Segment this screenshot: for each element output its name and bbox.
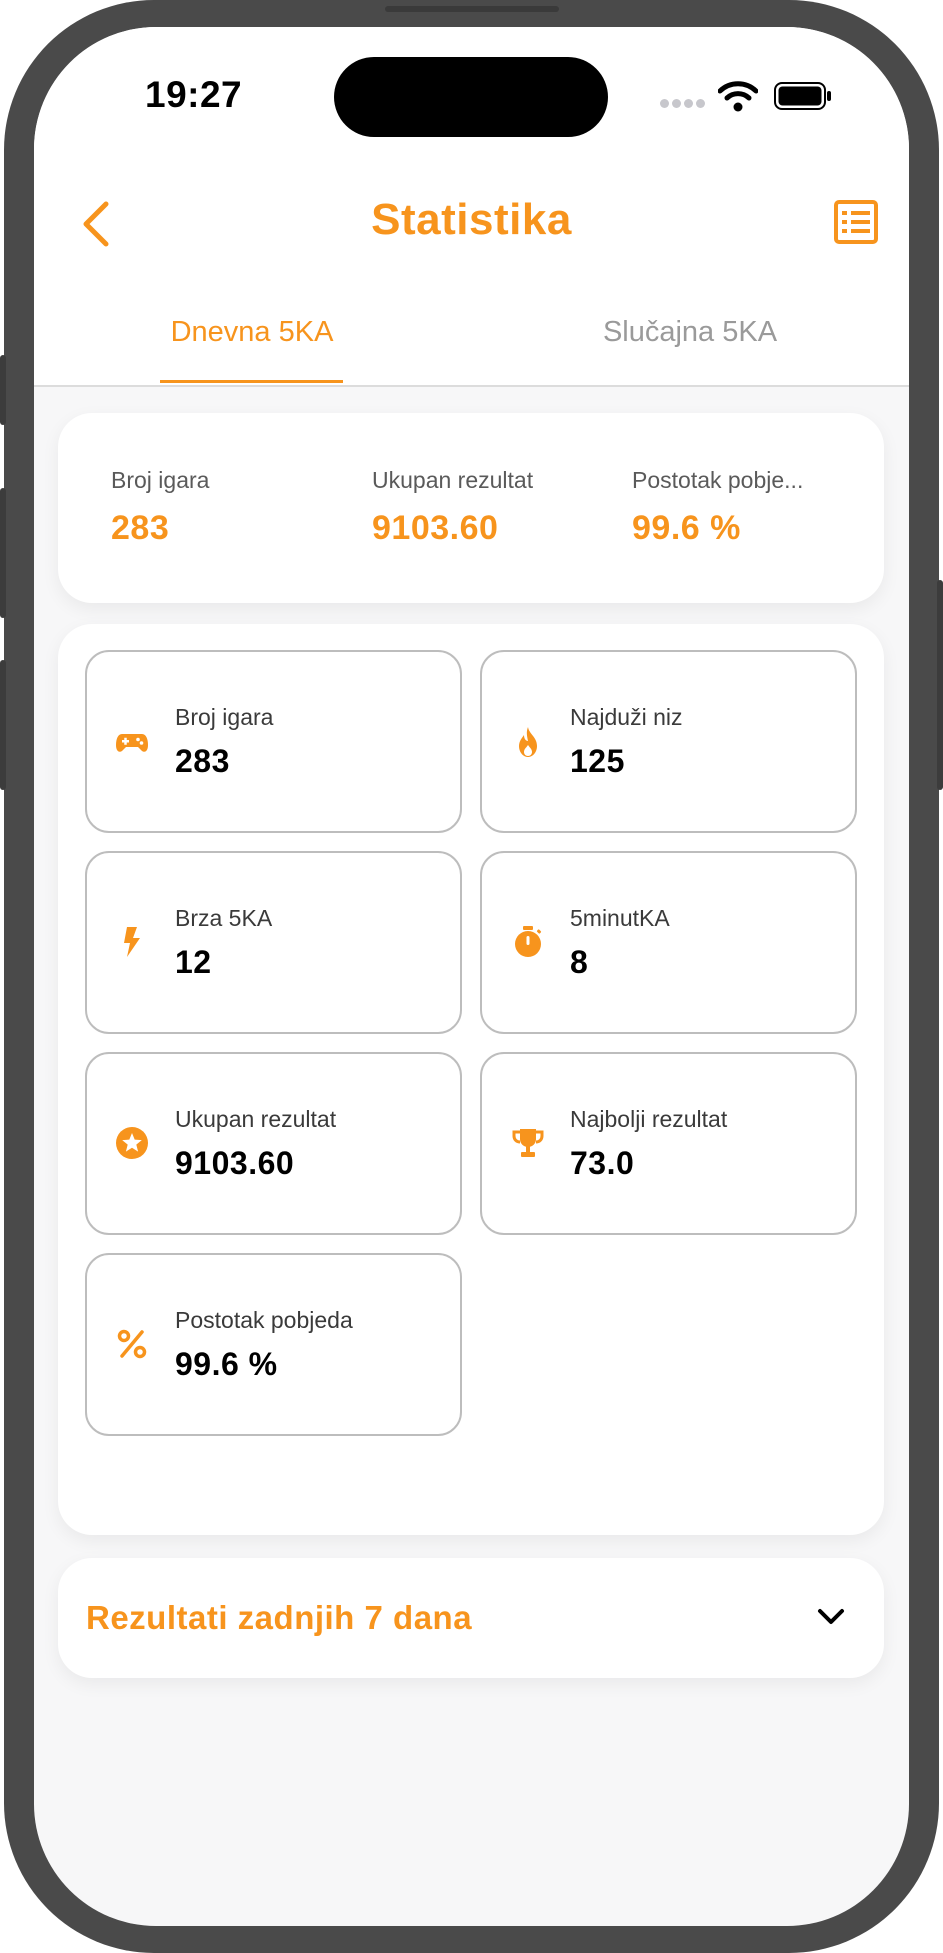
stat-value-best-score: 73.0: [570, 1145, 635, 1181]
stat-tile-longest-streak[interactable]: [480, 650, 857, 833]
stat-label-longest-streak: Najduži niz: [570, 704, 683, 730]
volume-down-button: [0, 660, 6, 790]
list-view-icon[interactable]: [832, 198, 880, 246]
cellular-signal-icon: [660, 99, 706, 109]
summary-value-win-percent: 99.6 %: [632, 509, 741, 547]
power-button: [937, 580, 943, 790]
last-7-days-expander[interactable]: [58, 1558, 884, 1678]
tab-divider: [34, 385, 909, 387]
last-7-days-label: Rezultati zadnjih 7 dana: [86, 1599, 473, 1636]
stat-label-brza-5ka: Brza 5KA: [175, 905, 273, 931]
mute-switch: [0, 355, 6, 425]
stat-value-brza-5ka: 12: [175, 944, 212, 980]
percent-icon: [117, 1329, 147, 1359]
stat-label-best-score: Najbolji rezultat: [570, 1106, 728, 1132]
gamepad-icon: [116, 734, 148, 752]
summary-label-games: Broj igara: [111, 467, 210, 493]
stat-value-5minutka: 8: [570, 944, 589, 980]
wifi-icon: [718, 81, 758, 112]
stat-value-win-percent: 99.6 %: [175, 1346, 278, 1382]
stat-tile-games[interactable]: [85, 650, 462, 833]
tab-slucajna-5ka[interactable]: Slučajna 5KA: [602, 316, 778, 348]
lightning-icon: [124, 927, 140, 957]
volume-up-button: [0, 488, 6, 618]
stat-tile-win-percent[interactable]: [85, 1253, 462, 1436]
stat-tile-best-score[interactable]: [480, 1052, 857, 1235]
summary-label-win-percent: Postotak pobje...: [632, 467, 804, 493]
stat-tile-brza-5ka[interactable]: [85, 851, 462, 1034]
page-title: Statistika: [371, 195, 572, 244]
flame-icon: [519, 727, 537, 757]
speaker-slit: [385, 6, 559, 12]
star-badge-icon: [116, 1127, 148, 1159]
stat-label-5minutka: 5minutKA: [570, 905, 670, 931]
stat-tile-5minutka[interactable]: [480, 851, 857, 1034]
dynamic-island: [334, 57, 608, 137]
active-tab-indicator: [160, 380, 343, 383]
stat-label-total-score: Ukupan rezultat: [175, 1106, 337, 1132]
stopwatch-icon: [515, 926, 542, 957]
stat-value-games: 283: [175, 743, 230, 779]
summary-value-total-score: 9103.60: [372, 509, 499, 547]
chevron-down-icon[interactable]: [816, 1606, 846, 1628]
trophy-icon: [512, 1129, 544, 1157]
status-time: 19:27: [145, 74, 243, 115]
summary-value-games: 283: [111, 509, 170, 547]
summary-card: [58, 413, 884, 603]
stat-value-total-score: 9103.60: [175, 1145, 295, 1181]
stat-label-win-percent: Postotak pobjeda: [175, 1307, 353, 1333]
tab-dnevna-5ka[interactable]: Dnevna 5KA: [170, 316, 334, 348]
battery-icon: [774, 82, 831, 110]
summary-label-total-score: Ukupan rezultat: [372, 467, 534, 493]
back-chevron-icon[interactable]: [76, 198, 116, 250]
stat-label-games: Broj igara: [175, 704, 274, 730]
stat-value-longest-streak: 125: [570, 743, 625, 779]
